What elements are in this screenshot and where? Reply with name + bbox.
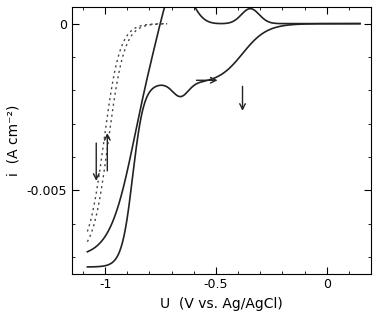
- Y-axis label: i  (A cm⁻²): i (A cm⁻²): [7, 105, 21, 176]
- X-axis label: U  (V vs. Ag/AgCl): U (V vs. Ag/AgCl): [160, 297, 283, 311]
